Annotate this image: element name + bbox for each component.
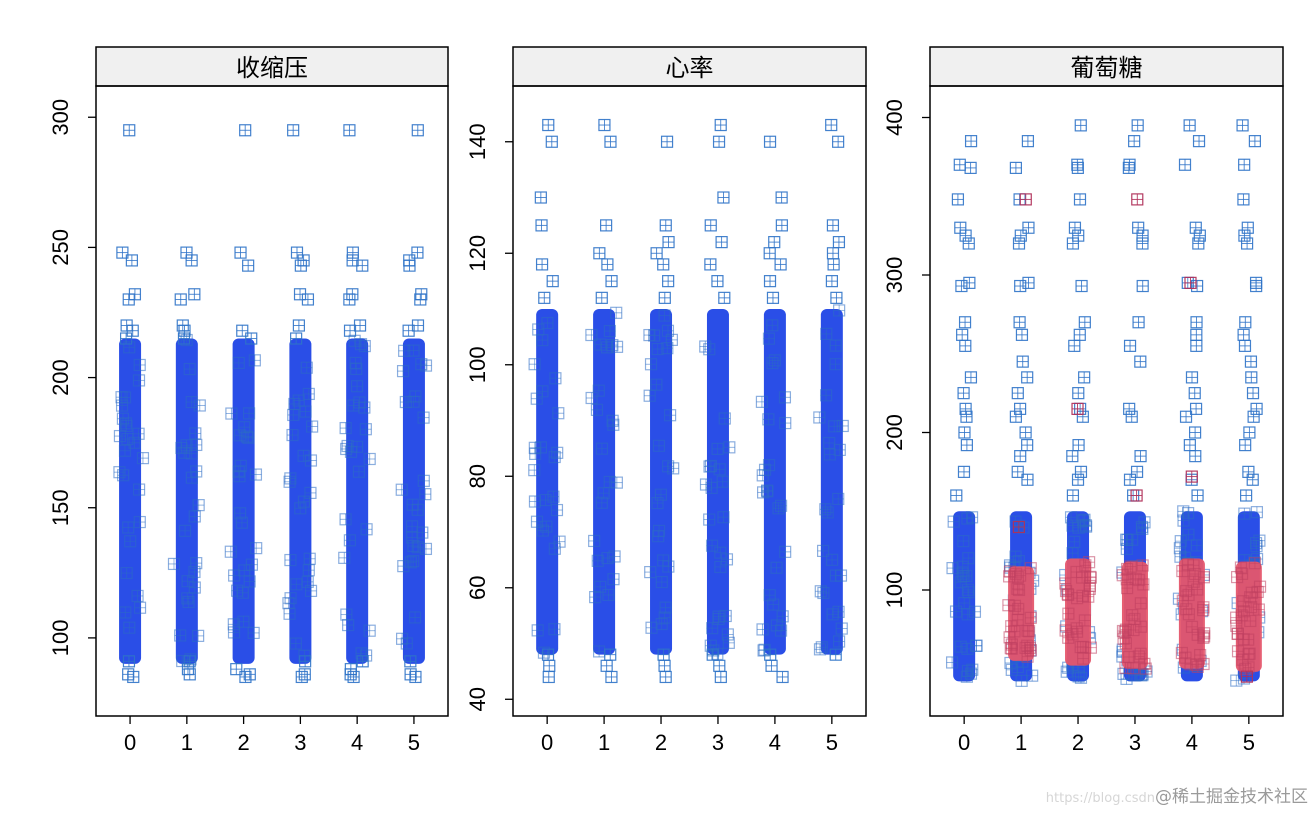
x-tick-label: 3 — [1129, 730, 1141, 755]
watermark-text: @稀土掘金技术社区 — [1155, 787, 1308, 807]
panel-1: 心率 40 60 80 100 120 140 0 1 2 3 4 5 — [465, 46, 867, 755]
points-layer — [113, 124, 433, 684]
y-tick-label: 400 — [882, 99, 907, 136]
x-tick-label: 0 — [958, 730, 970, 755]
dense-band-x0 — [119, 338, 142, 664]
panel-0: 收缩压 100 150 200 250 300 0 1 2 3 4 5 — [48, 46, 449, 755]
x-tick-label: 5 — [408, 730, 420, 755]
x-tick-label: 0 — [541, 730, 553, 755]
panel-strip — [512, 46, 867, 87]
panel-border — [512, 85, 867, 717]
x-tick-label: 4 — [1186, 730, 1198, 755]
y-tick-label: 300 — [882, 257, 907, 294]
y-tick-label: 150 — [48, 489, 73, 526]
y-tick-label: 80 — [465, 464, 490, 488]
dense-band-x5 — [820, 309, 843, 655]
points-layer — [945, 119, 1267, 687]
dense-band-x0 — [953, 511, 976, 682]
y-tick-label: 60 — [465, 576, 490, 600]
panel-border — [95, 85, 449, 717]
dense-band-x2 — [232, 338, 255, 664]
dense-band-x4 — [763, 309, 786, 655]
panel-strip — [929, 46, 1284, 87]
dense-band-x4 — [346, 338, 369, 664]
dense-band-x3 — [289, 338, 312, 664]
panel-strip — [95, 46, 449, 87]
x-tick-label: 0 — [124, 730, 136, 755]
panel-title: 心率 — [666, 54, 714, 82]
dense-band-x5 — [402, 338, 425, 664]
x-tick-label: 1 — [598, 730, 610, 755]
x-tick-label: 2 — [1072, 730, 1084, 755]
dense-band-x0 — [536, 309, 559, 655]
y-tick-label: 250 — [48, 229, 73, 266]
panel-title: 葡萄糖 — [1071, 54, 1143, 82]
x-tick-label: 4 — [351, 730, 363, 755]
x-tick-label: 1 — [181, 730, 193, 755]
x-tick-label: 3 — [712, 730, 724, 755]
x-tick-label: 1 — [1015, 730, 1027, 755]
panel-title: 收缩压 — [236, 54, 308, 82]
dense-band-x1 — [175, 338, 198, 664]
y-tick-label: 140 — [465, 123, 490, 160]
x-tick-label: 4 — [769, 730, 781, 755]
x-tick-label: 2 — [655, 730, 667, 755]
watermark-url: https://blog.csdn — [1045, 791, 1155, 806]
x-tick-label: 5 — [1243, 730, 1255, 755]
y-tick-label: 300 — [48, 99, 73, 136]
y-tick-label: 200 — [882, 414, 907, 451]
x-tick-label: 2 — [237, 730, 249, 755]
y-tick-label: 100 — [465, 346, 490, 383]
dense-band-x2 — [650, 309, 673, 655]
y-tick-label: 200 — [48, 359, 73, 396]
x-tick-label: 5 — [826, 730, 838, 755]
panel-border — [929, 85, 1284, 717]
panel-2: 葡萄糖 100 200 300 400 0 1 2 3 4 5 — [882, 46, 1284, 755]
watermark: https://blog.csdn@稀土掘金技术社区 — [1046, 782, 1308, 807]
x-tick-label: 3 — [294, 730, 306, 755]
y-tick-label: 40 — [465, 687, 490, 711]
points-layer — [528, 118, 849, 684]
y-tick-label: 100 — [48, 620, 73, 657]
y-tick-label: 100 — [882, 572, 907, 609]
y-tick-label: 120 — [465, 235, 490, 272]
